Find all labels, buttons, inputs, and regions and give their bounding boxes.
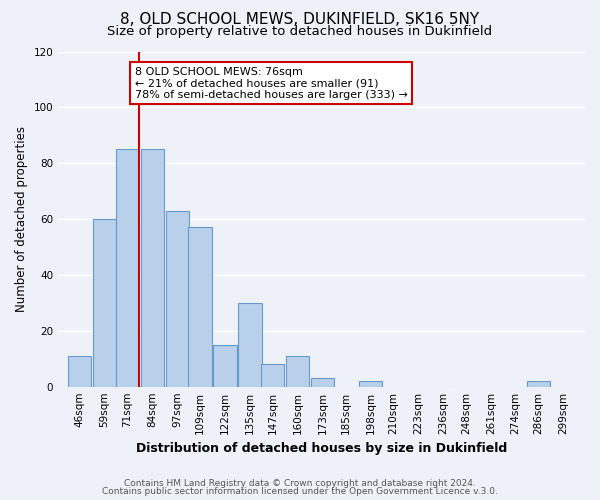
Bar <box>238 303 262 386</box>
Text: 8, OLD SCHOOL MEWS, DUKINFIELD, SK16 5NY: 8, OLD SCHOOL MEWS, DUKINFIELD, SK16 5NY <box>121 12 479 28</box>
Text: Size of property relative to detached houses in Dukinfield: Size of property relative to detached ho… <box>107 25 493 38</box>
Bar <box>261 364 284 386</box>
Bar <box>68 356 91 386</box>
Text: Contains public sector information licensed under the Open Government Licence v.: Contains public sector information licen… <box>102 487 498 496</box>
Text: 8 OLD SCHOOL MEWS: 76sqm
← 21% of detached houses are smaller (91)
78% of semi-d: 8 OLD SCHOOL MEWS: 76sqm ← 21% of detach… <box>134 66 407 100</box>
Bar <box>527 381 550 386</box>
Bar <box>166 210 189 386</box>
Y-axis label: Number of detached properties: Number of detached properties <box>15 126 28 312</box>
Bar <box>214 345 236 387</box>
X-axis label: Distribution of detached houses by size in Dukinfield: Distribution of detached houses by size … <box>136 442 507 455</box>
Bar <box>286 356 310 386</box>
Bar <box>93 219 116 386</box>
Text: Contains HM Land Registry data © Crown copyright and database right 2024.: Contains HM Land Registry data © Crown c… <box>124 478 476 488</box>
Bar <box>359 381 382 386</box>
Bar <box>311 378 334 386</box>
Bar <box>188 228 212 386</box>
Bar <box>116 150 139 386</box>
Bar <box>140 150 164 386</box>
